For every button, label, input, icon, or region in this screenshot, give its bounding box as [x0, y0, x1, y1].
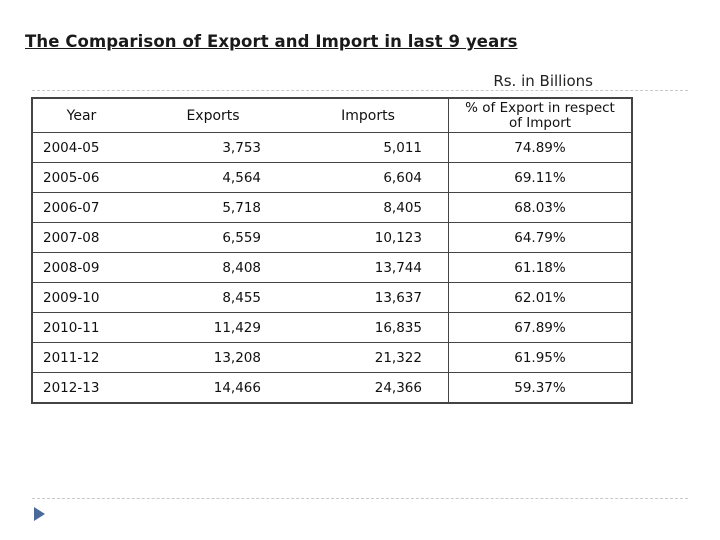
table-row: 2009-10 8,455 13,637 62.01%	[32, 282, 632, 313]
table-row: 2007-08 6,559 10,123 64.79%	[32, 222, 632, 253]
header-imports: Imports	[341, 107, 395, 124]
triangle-bullet-icon	[34, 507, 45, 521]
cell-imports: 16,835	[272, 312, 449, 343]
cell-imports: 5,011	[272, 132, 449, 163]
header-export-percent-line2: of Import	[508, 114, 572, 131]
cell-year: 2005-06	[32, 162, 130, 193]
cell-exports: 14,466	[130, 372, 272, 403]
table-row: 2008-09 8,408 13,744 61.18%	[32, 252, 632, 283]
table-row: 2010-11 11,429 16,835 67.89%	[32, 312, 632, 343]
cell-year: 2009-10	[32, 282, 130, 313]
table-header-row: Year Exports Imports % of Export in resp…	[32, 97, 633, 133]
cell-year: 2010-11	[32, 312, 130, 343]
header-exports: Exports	[186, 107, 240, 124]
export-import-table: Year Exports Imports % of Export in resp…	[31, 97, 633, 404]
cell-year: 2004-05	[32, 132, 130, 163]
cell-export-percent: 64.79%	[448, 222, 632, 253]
cell-export-percent: 68.03%	[448, 192, 632, 223]
cell-export-percent: 61.95%	[448, 342, 632, 373]
page-title: The Comparison of Export and Import in l…	[25, 32, 518, 51]
cell-imports: 13,637	[272, 282, 449, 313]
table-row: 2005-06 4,564 6,604 69.11%	[32, 162, 632, 193]
cell-imports: 6,604	[272, 162, 449, 193]
cell-export-percent: 74.89%	[448, 132, 632, 163]
cell-export-percent: 59.37%	[448, 372, 632, 403]
divider-top	[32, 90, 688, 91]
cell-exports: 11,429	[130, 312, 272, 343]
cell-year: 2008-09	[32, 252, 130, 283]
cell-exports: 6,559	[130, 222, 272, 253]
cell-year: 2012-13	[32, 372, 130, 403]
header-export-percent: % of Export in respect of Import	[448, 97, 633, 133]
cell-exports: 5,718	[130, 192, 272, 223]
table-row: 2011-12 13,208 21,322 61.95%	[32, 342, 632, 373]
cell-exports: 8,455	[130, 282, 272, 313]
cell-imports: 10,123	[272, 222, 449, 253]
cell-exports: 8,408	[130, 252, 272, 283]
cell-export-percent: 61.18%	[448, 252, 632, 283]
header-export-percent-line1: % of Export in respect	[465, 99, 615, 116]
cell-year: 2011-12	[32, 342, 130, 373]
cell-exports: 13,208	[130, 342, 272, 373]
cell-export-percent: 62.01%	[448, 282, 632, 313]
header-year: Year	[66, 107, 97, 124]
cell-year: 2007-08	[32, 222, 130, 253]
cell-imports: 13,744	[272, 252, 449, 283]
cell-imports: 21,322	[272, 342, 449, 373]
divider-bottom	[32, 498, 688, 499]
cell-imports: 8,405	[272, 192, 449, 223]
table-row: 2006-07 5,718 8,405 68.03%	[32, 192, 632, 223]
cell-export-percent: 67.89%	[448, 312, 632, 343]
cell-year: 2006-07	[32, 192, 130, 223]
units-label: Rs. in Billions	[493, 72, 593, 90]
cell-imports: 24,366	[272, 372, 449, 403]
cell-export-percent: 69.11%	[448, 162, 632, 193]
table-row: 2004-05 3,753 5,011 74.89%	[32, 132, 632, 163]
cell-exports: 3,753	[130, 132, 272, 163]
table-row: 2012-13 14,466 24,366 59.37%	[32, 372, 632, 403]
cell-exports: 4,564	[130, 162, 272, 193]
